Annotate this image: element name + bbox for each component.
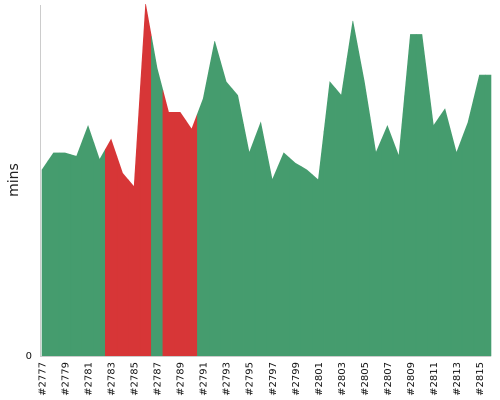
build-area-2816[interactable] [484, 74, 492, 357]
x-tick-label: #2815 [475, 362, 486, 396]
x-tick-label: #2803 [337, 362, 348, 396]
build-area-2809[interactable] [404, 34, 417, 357]
build-area-2802[interactable] [323, 81, 336, 357]
build-area-2799[interactable] [289, 157, 302, 357]
build-area-2813[interactable] [450, 130, 463, 357]
build-area-2814[interactable] [461, 98, 475, 357]
build-area-2784[interactable] [116, 156, 129, 357]
x-tick-label: #2781 [84, 362, 95, 396]
x-tick-label: #2791 [199, 362, 210, 396]
x-tick-label: #2793 [222, 362, 233, 396]
area-series [41, 3, 492, 357]
x-tick-label: #2807 [383, 362, 394, 396]
x-tick-label: #2795 [245, 362, 256, 396]
build-area-2807[interactable] [381, 125, 394, 357]
build-area-2793[interactable] [220, 61, 233, 357]
x-tick-label: #2789 [176, 362, 187, 396]
build-area-2812[interactable] [438, 108, 452, 357]
x-tick-label: #2785 [130, 362, 141, 396]
x-tick-label: #2777 [38, 362, 49, 396]
build-area-2777[interactable] [41, 160, 49, 357]
x-tick-label: #2787 [153, 362, 164, 396]
build-area-2792[interactable] [208, 41, 221, 357]
build-area-2785[interactable] [128, 95, 141, 357]
x-tick-label: #2805 [360, 362, 371, 396]
x-tick-label: #2779 [61, 362, 72, 396]
build-area-2815[interactable] [473, 74, 486, 357]
build-area-2778[interactable] [47, 152, 60, 357]
y-axis-title: mins [6, 163, 22, 197]
build-area-2783[interactable] [105, 138, 118, 357]
build-area-2789[interactable] [174, 112, 187, 357]
build-area-2790[interactable] [185, 113, 198, 357]
build-area-2782[interactable] [93, 142, 106, 357]
x-tick-label: #2813 [452, 362, 463, 396]
build-area-2810[interactable] [415, 34, 428, 357]
build-area-2788[interactable] [162, 90, 175, 357]
x-tick-labels: #2777 #2779 #2781 #2783 #2785 #2787 #2789 #2791… [38, 362, 486, 396]
build-area-2795[interactable] [243, 124, 256, 357]
build-area-2811[interactable] [427, 80, 440, 357]
build-area-2804[interactable] [346, 20, 359, 357]
y-tick-zero: 0 [26, 351, 32, 362]
build-area-2779[interactable] [58, 152, 72, 357]
build-area-2801[interactable] [312, 130, 325, 357]
build-area-2808[interactable] [392, 95, 405, 357]
x-tick-label: #2783 [107, 362, 118, 396]
build-area-2780[interactable] [70, 140, 83, 357]
build-area-2800[interactable] [300, 165, 313, 357]
build-area-2797[interactable] [266, 151, 279, 357]
build-area-2787[interactable] [151, 36, 164, 357]
x-tick-label: #2811 [429, 362, 440, 396]
build-area-2794[interactable] [231, 87, 244, 357]
build-area-2796[interactable] [254, 121, 267, 357]
build-area-2805[interactable] [358, 51, 371, 357]
build-area-2798[interactable] [277, 152, 290, 357]
build-area-2806[interactable] [369, 117, 382, 357]
x-tick-label: #2799 [291, 362, 302, 396]
x-tick-label: #2809 [406, 362, 417, 396]
build-area-2781[interactable] [81, 124, 95, 357]
x-tick-label: #2797 [268, 362, 279, 396]
build-area-2791[interactable] [197, 69, 210, 357]
x-tick-label: #2801 [314, 362, 325, 396]
build-area-2803[interactable] [335, 58, 348, 357]
build-area-2786[interactable] [139, 3, 152, 357]
